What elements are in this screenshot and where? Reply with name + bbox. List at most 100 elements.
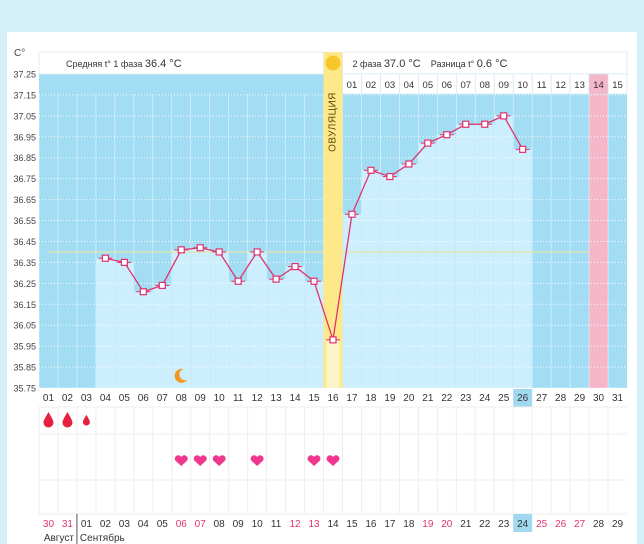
x-tick-label: 27	[536, 393, 548, 404]
temp-point	[519, 145, 527, 153]
x-tick-label: 18	[365, 393, 377, 404]
temp-point	[405, 160, 413, 168]
heart-icon	[174, 455, 188, 466]
temp-bar	[380, 176, 399, 388]
temp-bar	[399, 164, 418, 388]
calendar-highlight-box	[513, 514, 533, 532]
y-tick-label: 36.05	[13, 321, 36, 331]
ovulation-label: ОВУЛЯЦИЯ	[328, 92, 339, 152]
calendar-date: 30	[43, 519, 55, 530]
unit-label: C°	[14, 48, 25, 59]
temp-bar	[191, 247, 210, 388]
y-tick-label: 36.95	[13, 132, 36, 142]
temp-bar	[115, 262, 134, 388]
calendar-date: 24	[517, 519, 529, 530]
x-tick-label: 20	[403, 393, 415, 404]
calendar-date: 27	[574, 519, 586, 530]
calendar-date: 29	[612, 519, 624, 530]
x-tick-label: 16	[327, 393, 339, 404]
temp-point	[443, 131, 451, 139]
phase2-day-label: 09	[498, 80, 509, 91]
x-tick-label: 07	[157, 393, 169, 404]
temp-point	[481, 120, 489, 128]
chart-card: ОВУЛЯЦИЯ C° 37.25 37.15 37.05 36.95 36.85 36.7…	[7, 32, 637, 544]
phase2-value: 37.0 °C	[384, 58, 421, 70]
calendar-date: 02	[100, 519, 112, 530]
x-tick-label: 08	[176, 393, 188, 404]
pink-day-column	[589, 74, 609, 388]
y-tick-label: 35.85	[13, 363, 36, 373]
temp-point	[310, 277, 318, 285]
calendar-date: 31	[62, 519, 74, 530]
heart-icon	[193, 455, 207, 466]
phase2-text: 2 фаза	[352, 59, 383, 69]
x-tick-label: 24	[479, 393, 491, 404]
temp-point	[139, 288, 147, 296]
y-tick-label: 36.65	[13, 195, 36, 205]
calendar-date: 15	[346, 519, 358, 530]
temp-point	[348, 210, 356, 218]
x-tick-label: 14	[290, 393, 302, 404]
phase2-day-label: 06	[442, 80, 453, 91]
temp-bar	[229, 281, 248, 388]
sun-icon	[325, 55, 341, 71]
calendar-date: 08	[214, 519, 226, 530]
phase1-value: 36.4 °C	[145, 58, 182, 70]
calendar-date: 03	[119, 519, 131, 530]
calendar-date: 06	[176, 519, 188, 530]
phase2-day-label: 10	[517, 80, 528, 91]
calendar-date: 20	[441, 519, 453, 530]
x-tick-label: 11	[233, 393, 244, 404]
x-tick-label: 21	[422, 393, 434, 404]
heart-icon	[250, 455, 264, 466]
x-tick-label: 01	[43, 393, 55, 404]
x-tick-label: 15	[308, 393, 320, 404]
y-tick-label: 36.25	[13, 279, 36, 289]
temp-point	[120, 258, 128, 266]
temp-bar	[96, 258, 115, 388]
phase2-day-label: 03	[385, 80, 396, 91]
drop-icon	[82, 414, 90, 426]
y-tick-label: 36.15	[13, 300, 36, 310]
phase2-day-label: 14	[593, 80, 604, 91]
calendar-date: 04	[138, 519, 150, 530]
phase2-day-label: 15	[612, 80, 623, 91]
phase2-day-label: 01	[347, 80, 358, 91]
x-tick-label: 17	[346, 393, 358, 404]
phase2-day-label: 02	[366, 80, 377, 91]
y-tick-label: 37.05	[13, 111, 36, 121]
phase2-day-label: 05	[423, 80, 434, 91]
x-tick-label: 19	[384, 393, 396, 404]
temp-bar	[418, 143, 437, 388]
calendar-date: 11	[271, 519, 282, 530]
phase2-day-label: 12	[555, 80, 566, 91]
temp-point	[500, 112, 508, 120]
x-tick-label: 25	[498, 393, 510, 404]
x-tick-label: 28	[555, 393, 567, 404]
temp-bar	[456, 124, 475, 389]
month-label-september: Сентябрь	[80, 532, 125, 544]
x-tick-label: 26	[517, 393, 529, 404]
x-tick-label: 22	[441, 393, 453, 404]
calendar-date: 12	[290, 519, 302, 530]
y-tick-label: 37.15	[13, 90, 36, 100]
drop-icon	[43, 412, 54, 428]
x-tick-label: 04	[100, 393, 112, 404]
temp-point	[101, 254, 109, 262]
phase2-day-label: 04	[404, 80, 415, 91]
diff-text: Разница t°	[431, 59, 477, 69]
calendar-date: 17	[384, 519, 396, 530]
x-tick-label: 23	[460, 393, 472, 404]
diff-value: 0.6 °C	[477, 58, 508, 70]
temp-point	[367, 166, 375, 174]
y-tick-label: 36.75	[13, 174, 36, 184]
temp-bar	[153, 285, 172, 388]
y-tick-label: 37.25	[13, 70, 36, 80]
temp-point	[424, 139, 432, 147]
temp-bar	[513, 149, 532, 388]
temp-point	[272, 275, 280, 283]
temp-bar	[267, 279, 286, 388]
temp-bar	[134, 291, 153, 388]
heart-icon	[307, 455, 321, 466]
x-tick-label: 05	[119, 393, 131, 404]
